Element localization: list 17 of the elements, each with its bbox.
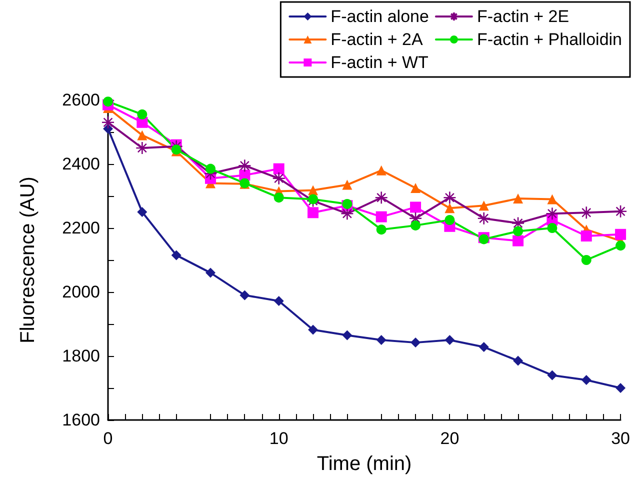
- x-tick-label: 30: [611, 429, 630, 448]
- x-tick-label: 0: [103, 429, 113, 448]
- legend-label: F-actin + WT: [330, 53, 428, 72]
- y-tick-label: 2000: [62, 282, 100, 302]
- legend-label: F-actin + 2E: [476, 7, 570, 26]
- x-tick-label: 10: [269, 429, 288, 448]
- y-tick-label: 2400: [62, 154, 100, 174]
- y-tick-label: 2600: [62, 90, 100, 110]
- y-tick-label: 1800: [62, 346, 100, 366]
- x-axis-title: Time (min): [316, 453, 412, 475]
- y-axis-title: Fluorescence (AU): [17, 176, 39, 344]
- legend-label: F-actin + 2A: [330, 30, 424, 49]
- legend-label: F-actin + Phalloidin: [476, 30, 622, 49]
- y-tick-label: 1600: [62, 410, 100, 430]
- y-tick-label: 2200: [62, 218, 100, 238]
- legend-label: F-actin alone: [330, 7, 429, 26]
- x-tick-label: 20: [440, 429, 460, 448]
